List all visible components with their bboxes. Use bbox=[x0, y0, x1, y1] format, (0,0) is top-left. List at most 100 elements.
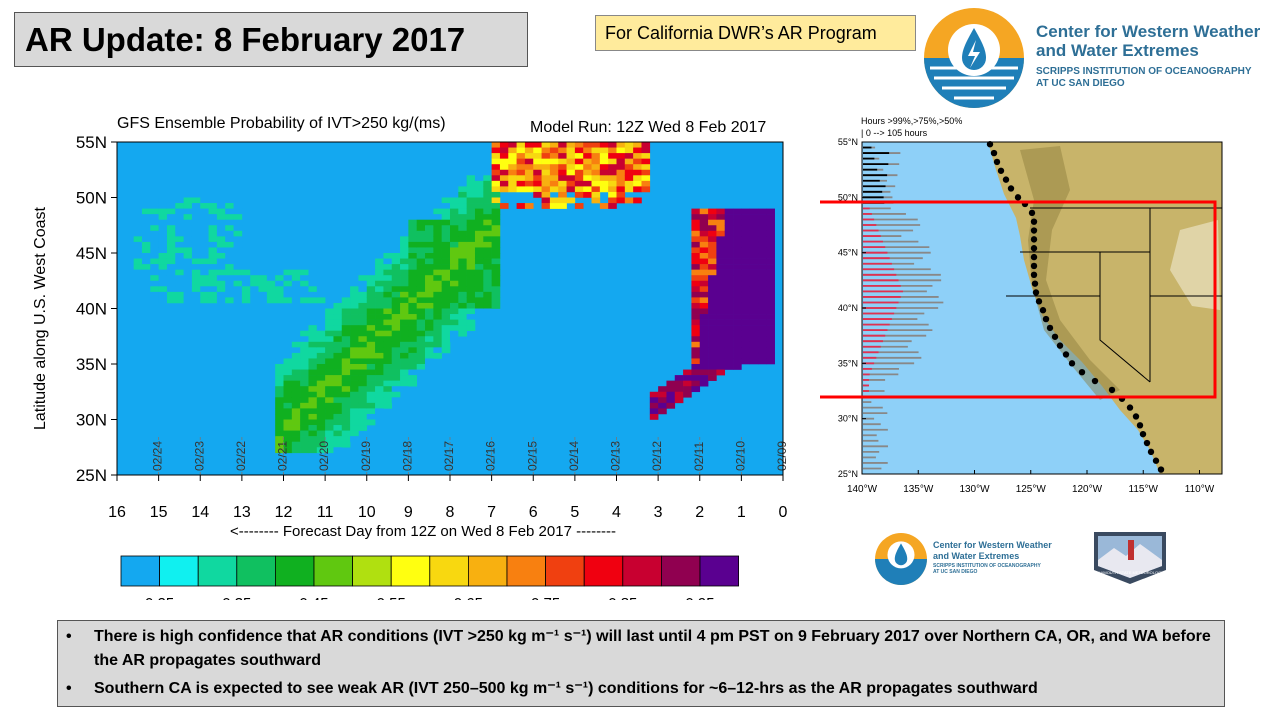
heatmap-cell bbox=[691, 214, 701, 220]
heatmap-cell bbox=[466, 314, 476, 320]
heatmap-cell bbox=[358, 391, 368, 398]
heatmap-cell bbox=[425, 269, 434, 276]
heatmap-cell bbox=[300, 419, 309, 426]
heatmap-cell bbox=[200, 286, 209, 293]
heatmap-cell bbox=[375, 375, 384, 381]
heatmap-cell bbox=[158, 203, 168, 209]
heatmap-cell bbox=[541, 142, 551, 148]
heatmap-cell bbox=[208, 219, 218, 226]
heatmap-cell bbox=[458, 214, 467, 220]
heatmap-cell bbox=[191, 258, 201, 265]
heatmap-cell bbox=[758, 230, 767, 237]
heatmap-cell bbox=[766, 275, 775, 282]
heatmap-cell bbox=[483, 302, 492, 309]
heatmap-cell bbox=[499, 164, 509, 171]
y-tick-label: 35N bbox=[76, 355, 107, 374]
heatmap-cell bbox=[749, 253, 759, 259]
heatmap-cell bbox=[724, 280, 734, 287]
heatmap-cell bbox=[308, 391, 318, 398]
heatmap-cell bbox=[383, 347, 393, 354]
heatmap-cell bbox=[758, 219, 767, 226]
heatmap-cell bbox=[133, 264, 143, 270]
heatmap-cell bbox=[716, 241, 726, 248]
coastal-point bbox=[990, 149, 998, 157]
heatmap-cell bbox=[333, 325, 343, 331]
heatmap-cell bbox=[183, 269, 193, 276]
heatmap-cell bbox=[158, 264, 168, 270]
heatmap-cell bbox=[716, 219, 726, 226]
heatmap-cell bbox=[441, 286, 451, 293]
heatmap-cell bbox=[350, 364, 359, 370]
heatmap-cell bbox=[549, 158, 559, 165]
heatmap-cell bbox=[741, 352, 751, 359]
west-coast-map: Hours >99%,>75%,>50% | 0 --> 105 hours 5… bbox=[820, 116, 1223, 495]
heatmap-cell bbox=[724, 314, 734, 320]
heatmap-cell bbox=[683, 391, 692, 398]
heatmap-cell bbox=[391, 352, 401, 359]
heatmap-cell bbox=[733, 225, 742, 232]
heatmap-cell bbox=[591, 164, 601, 171]
heatmap-cell bbox=[466, 325, 476, 331]
colorbar-label: 0.35 bbox=[222, 595, 251, 600]
heatmap-cell bbox=[641, 180, 651, 187]
heatmap-cell bbox=[466, 241, 476, 248]
date-label: 02/17 bbox=[442, 441, 456, 471]
colorbar-label: 0.75 bbox=[531, 595, 560, 600]
heatmap-cell bbox=[450, 280, 459, 287]
heatmap-cell bbox=[325, 413, 334, 420]
coastal-point bbox=[1028, 209, 1036, 217]
heatmap-cell bbox=[166, 203, 176, 209]
heatmap-cell bbox=[408, 253, 418, 259]
heatmap-cell bbox=[524, 147, 534, 154]
heatmap-cell bbox=[316, 413, 326, 420]
heatmap-cell bbox=[308, 380, 318, 387]
heatmap-cell bbox=[333, 330, 343, 337]
coastal-point bbox=[1046, 324, 1054, 332]
heatmap-cell bbox=[391, 347, 401, 354]
heatmap-cell bbox=[699, 264, 709, 270]
heatmap-cell bbox=[724, 325, 734, 331]
heatmap-cell bbox=[549, 203, 559, 209]
heatmap-cell bbox=[691, 291, 701, 298]
heatmap-cell bbox=[616, 175, 626, 182]
heatmap-cell bbox=[391, 341, 401, 348]
heatmap-cell bbox=[699, 319, 709, 326]
heatmap-cell bbox=[316, 391, 326, 398]
heatmap-cell bbox=[400, 352, 409, 359]
heatmap-cell bbox=[566, 142, 576, 148]
heatmap-cell bbox=[291, 441, 301, 448]
heatmap-cell bbox=[716, 325, 726, 331]
heatmap-cell bbox=[599, 164, 609, 171]
heatmap-cell bbox=[391, 253, 401, 259]
heatmap-cell bbox=[758, 253, 767, 259]
heatmap-cell bbox=[208, 197, 218, 204]
heatmap-cell bbox=[375, 402, 384, 409]
heatmap-cell bbox=[499, 158, 509, 165]
heatmap-cell bbox=[233, 230, 243, 237]
heatmap-cell bbox=[491, 253, 501, 259]
coastal-point bbox=[1126, 404, 1134, 411]
heatmap-cell bbox=[308, 358, 318, 365]
heatmap-cell bbox=[450, 275, 459, 282]
heatmap-cell bbox=[524, 203, 534, 209]
heatmap-cell bbox=[691, 275, 701, 282]
heatmap-cell bbox=[458, 236, 467, 243]
heatmap-cell bbox=[441, 325, 451, 331]
heatmap-cell bbox=[749, 286, 759, 293]
heatmap-cell bbox=[741, 330, 751, 337]
heatmap-cell bbox=[325, 419, 334, 426]
heatmap-cell bbox=[733, 247, 742, 254]
heatmap-cell bbox=[316, 358, 326, 365]
heatmap-cell bbox=[133, 269, 143, 276]
heatmap-cell bbox=[658, 402, 667, 409]
heatmap-cell bbox=[216, 280, 226, 287]
heatmap-cell bbox=[341, 314, 351, 320]
org-subtitle-line2: AT UC SAN DIEGO bbox=[1036, 78, 1125, 89]
heatmap-cell bbox=[683, 386, 692, 393]
heatmap-cell bbox=[441, 341, 451, 348]
heatmap-cell bbox=[200, 264, 209, 270]
heatmap-cell bbox=[516, 164, 526, 171]
heatmap-cell bbox=[333, 391, 343, 398]
heatmap-cell bbox=[691, 241, 701, 248]
heatmap-cell bbox=[300, 358, 309, 365]
